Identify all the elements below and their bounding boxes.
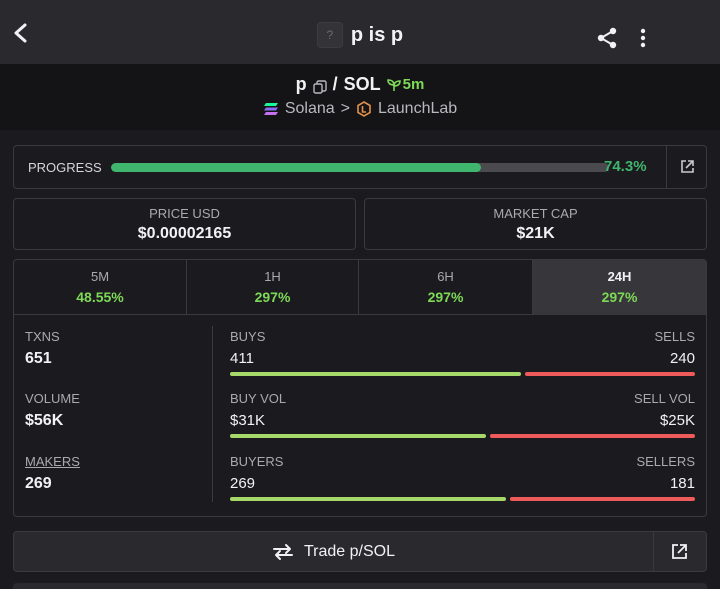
share-icon[interactable]: [595, 26, 619, 50]
tab-change: 297%: [254, 289, 291, 305]
buy-vol-bar: [230, 434, 486, 438]
tab-change: 297%: [427, 289, 464, 305]
volume-value: $56K: [25, 412, 64, 429]
chain-separator: >: [340, 100, 350, 117]
more-vertical-icon[interactable]: [637, 26, 649, 50]
buyers-bar: [230, 497, 506, 501]
timeframe-tabs: 5M 48.55% 1H 297% 6H 297% 24H 297%: [14, 260, 706, 315]
pair-quote: SOL: [343, 74, 381, 94]
trade-panel: Trade p/SOL: [13, 531, 707, 572]
tab-label: 24H: [607, 269, 632, 284]
trade-label: Trade p/SOL: [303, 542, 395, 560]
sellers-label: SELLERS: [636, 454, 695, 469]
timeframe-panel: 5M 48.55% 1H 297% 6H 297% 24H 297% TXNS …: [13, 259, 707, 517]
pair-separator: /: [332, 74, 338, 94]
buy-vol-label: BUY VOL: [230, 391, 287, 406]
external-link-icon: [681, 160, 694, 173]
price-usd-value: $0.00002165: [137, 225, 232, 242]
buys-label: BUYS: [230, 329, 266, 344]
top-bar: ? p is p: [0, 0, 720, 64]
tab-label: 6H: [437, 269, 454, 284]
back-arrow-icon[interactable]: [10, 22, 32, 44]
trade-button[interactable]: Trade p/SOL: [14, 532, 653, 571]
tab-1h[interactable]: 1H 297%: [187, 260, 359, 315]
makers-label[interactable]: MAKERS: [25, 454, 80, 469]
progress-percent: 74.3%: [604, 158, 647, 175]
pair-age: 5m: [386, 76, 425, 93]
sell-vol-bar: [490, 434, 695, 438]
pair-age-value: 5m: [402, 76, 425, 93]
solana-icon: [263, 103, 278, 115]
buy-vol-value: $31K: [230, 412, 266, 429]
volume-label: VOLUME: [25, 391, 80, 406]
pair-header: p / SOL 5m Solana > LaunchLab: [0, 64, 720, 130]
progress-bar: [111, 163, 609, 172]
copy-icon[interactable]: [312, 78, 327, 94]
sell-vol-label: SELL VOL: [634, 391, 695, 406]
trade-external-link-button[interactable]: [653, 532, 706, 571]
dex-name[interactable]: LaunchLab: [377, 100, 458, 117]
progress-bar-fill: [111, 163, 481, 172]
launchlab-icon: [357, 101, 371, 117]
progress-panel: PROGRESS 74.3%: [13, 145, 707, 189]
tab-change: 48.55%: [76, 289, 124, 305]
tab-label: 1H: [264, 269, 281, 284]
makers-value: 269: [25, 475, 52, 492]
chain-name[interactable]: Solana: [284, 100, 335, 117]
sellers-value: 181: [669, 475, 695, 492]
metrics-divider: [212, 326, 213, 502]
market-cap-label: MARKET CAP: [493, 206, 578, 221]
next-panel-edge: [13, 583, 707, 589]
price-usd-label: PRICE USD: [149, 206, 220, 221]
tab-6h[interactable]: 6H 297%: [359, 260, 533, 315]
sell-vol-value: $25K: [659, 412, 695, 429]
market-cap-box: MARKET CAP $21K: [364, 198, 707, 250]
token-name: p is p: [350, 23, 404, 46]
sprout-icon: [386, 78, 401, 91]
sellers-bar: [510, 497, 695, 501]
price-usd-box: PRICE USD $0.00002165: [13, 198, 356, 250]
buys-bar: [230, 372, 521, 376]
buys-value: 411: [230, 350, 254, 367]
txns-label: TXNS: [25, 329, 60, 344]
progress-external-link-button[interactable]: [666, 146, 707, 188]
sells-label: SELLS: [654, 329, 695, 344]
buyers-label: BUYERS: [230, 454, 284, 469]
page-title: ? p is p: [0, 22, 720, 52]
tab-change: 297%: [601, 289, 638, 305]
pair-base: p: [295, 74, 307, 94]
sells-bar: [525, 372, 695, 376]
tab-5m[interactable]: 5M 48.55%: [14, 260, 187, 315]
txns-value: 651: [25, 350, 52, 367]
buyers-value: 269: [230, 475, 256, 492]
token-placeholder-icon: ?: [316, 22, 343, 48]
external-link-icon: [672, 544, 687, 559]
progress-label: PROGRESS: [28, 160, 102, 175]
sells-value: 240: [669, 350, 695, 367]
tab-label: 5M: [90, 269, 110, 284]
market-cap-value: $21K: [516, 225, 555, 242]
swap-arrows-icon: [272, 543, 293, 560]
tab-24h[interactable]: 24H 297%: [533, 260, 706, 315]
